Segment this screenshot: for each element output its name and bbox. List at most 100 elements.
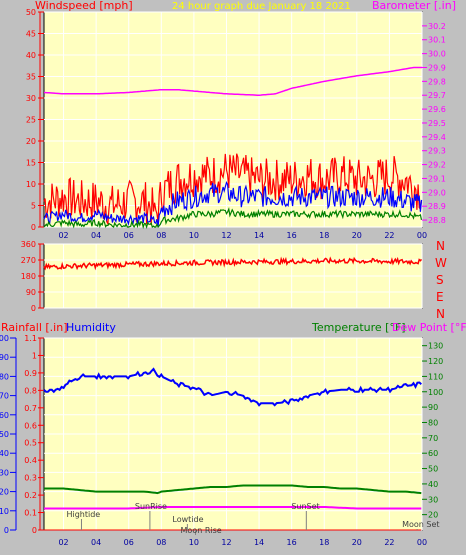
temperature-tick-label: 130 [428,342,443,351]
rain-tick-label: 0.6 [24,421,37,430]
humidity-line [43,367,422,407]
temperature-tick-label: 90 [428,403,438,412]
humidity-tick-label: 60 [0,411,9,420]
event-label: SunSet [291,502,319,511]
humidity-tick-label: 10 [0,507,9,516]
y-tick-right-label: 29.0 [428,188,446,197]
x-tick-label-bottom: 14 [254,538,264,547]
rain-tick-label: 0.8 [24,386,37,395]
y-tick-right-label: 29.6 [428,105,446,114]
rain-tick-label: 0.4 [24,456,37,465]
x-tick-label-bottom: 16 [287,538,297,547]
y-tick-label: 15 [26,159,36,168]
x-tick-label-top: 10 [189,231,199,240]
x-tick-label-top: 04 [91,231,101,240]
rain-tick-label: 0.9 [24,369,37,378]
y-tick-right-label: 29.3 [428,147,446,156]
y-tick-label: 35 [26,73,36,82]
humidity-tick-label: 80 [0,372,9,381]
rain-tick-label: 1.1 [24,334,37,343]
dewpoint-line [44,506,422,510]
x-tick-label-top: 00 [417,231,427,240]
y-tick-right-label: 29.5 [428,119,446,128]
rain-tick-label: 0.3 [24,474,37,483]
y-tick-label: 180 [21,272,36,281]
y-tick-right-label: 30.0 [428,50,446,59]
x-tick-label-bottom: 02 [58,538,68,547]
barometer-line [43,66,422,96]
event-markers: Hightide SunRise Lowtide Moon Rise SunSet Moo… [66,502,440,535]
temperature-tick-label: 20 [428,511,438,520]
x-tick-label-top: 14 [254,231,264,240]
wind-average-line [43,180,423,227]
compass-label: S [436,273,444,287]
humidity-tick-label: 0 [4,526,9,535]
event-label: Lowtide [172,515,203,524]
y-tick-right-label: 29.4 [428,133,446,142]
temperature-tick-label: 60 [428,449,438,458]
temperature-tick-label: 40 [428,480,438,489]
x-tick-label-top: 18 [319,231,329,240]
event-label: Moon Set [402,520,439,529]
x-tick-label-top: 08 [156,231,166,240]
x-tick-label-bottom: 12 [221,538,231,547]
rainfall-label: Rainfall [.in] [1,321,68,334]
y-tick-right-label: 29.9 [428,63,446,72]
x-tick-label-bottom: 10 [189,538,199,547]
y-tick-label: 40 [26,51,36,60]
wind-direction-line [43,256,423,271]
rain-tick-label: 0.7 [24,404,37,413]
temperature-tick-label: 30 [428,495,438,504]
compass-label: N [436,239,445,253]
y-tick-label: 360 [21,240,36,249]
compass-label: E [436,290,444,304]
humidity-tick-label: 20 [0,488,9,497]
temperature-tick-label: 100 [428,388,443,397]
y-tick-label: 5 [31,202,36,211]
humidity-label: Humidity [66,321,116,334]
y-tick-right-label: 30.2 [428,22,446,31]
y-tick-label: 270 [21,256,36,265]
humidity-tick-label: 70 [0,392,9,401]
rain-tick-label: 0 [32,526,37,535]
dewpoint-label: Dew Point [°F] [392,321,466,334]
wind-gust-line [43,153,423,226]
windspeed-title: Windspeed [mph] [35,0,133,12]
compass-label: N [436,307,445,321]
y-tick-label: 30 [26,94,36,103]
temperature-tick-label: 50 [428,465,438,474]
temperature-tick-label: 120 [428,357,443,366]
x-tick-label-bottom: 00 [417,538,427,547]
y-tick-right-label: 29.1 [428,174,446,183]
x-tick-label-top: 22 [384,231,394,240]
y-tick-right-label: 29.2 [428,161,446,170]
rain-tick-label: 1 [32,351,37,360]
barometer-title: Barometer [.in] [372,0,456,12]
y-tick-label: 0 [31,223,36,232]
x-tick-label-bottom: 18 [319,538,329,547]
humidity-tick-label: 30 [0,468,9,477]
event-label: SunRise [135,502,167,511]
wind-low-line [43,206,423,230]
chart-title: 24 hour graph due January 18 2021 [172,1,351,12]
axis-ticks: 0510152025303540455028.828.929.029.129.2… [0,8,446,547]
event-label: Hightide [66,510,100,519]
y-tick-right-label: 30.1 [428,36,446,45]
x-tick-label-top: 02 [58,231,68,240]
temperature-tick-label: 80 [428,418,438,427]
x-tick-label-top: 20 [352,231,362,240]
x-tick-label-top: 12 [221,231,231,240]
y-tick-right-label: 29.7 [428,91,446,100]
temperature-line [44,484,422,495]
y-tick-label: 20 [26,137,36,146]
data-series [43,66,423,531]
y-tick-label: 90 [26,288,36,297]
rain-tick-label: 0.5 [24,439,37,448]
event-label: Moon Rise [181,526,222,535]
temperature-tick-label: 110 [428,372,443,381]
y-tick-right-label: 29.8 [428,77,446,86]
humidity-tick-label: 90 [0,353,9,362]
x-tick-label-bottom: 04 [91,538,101,547]
